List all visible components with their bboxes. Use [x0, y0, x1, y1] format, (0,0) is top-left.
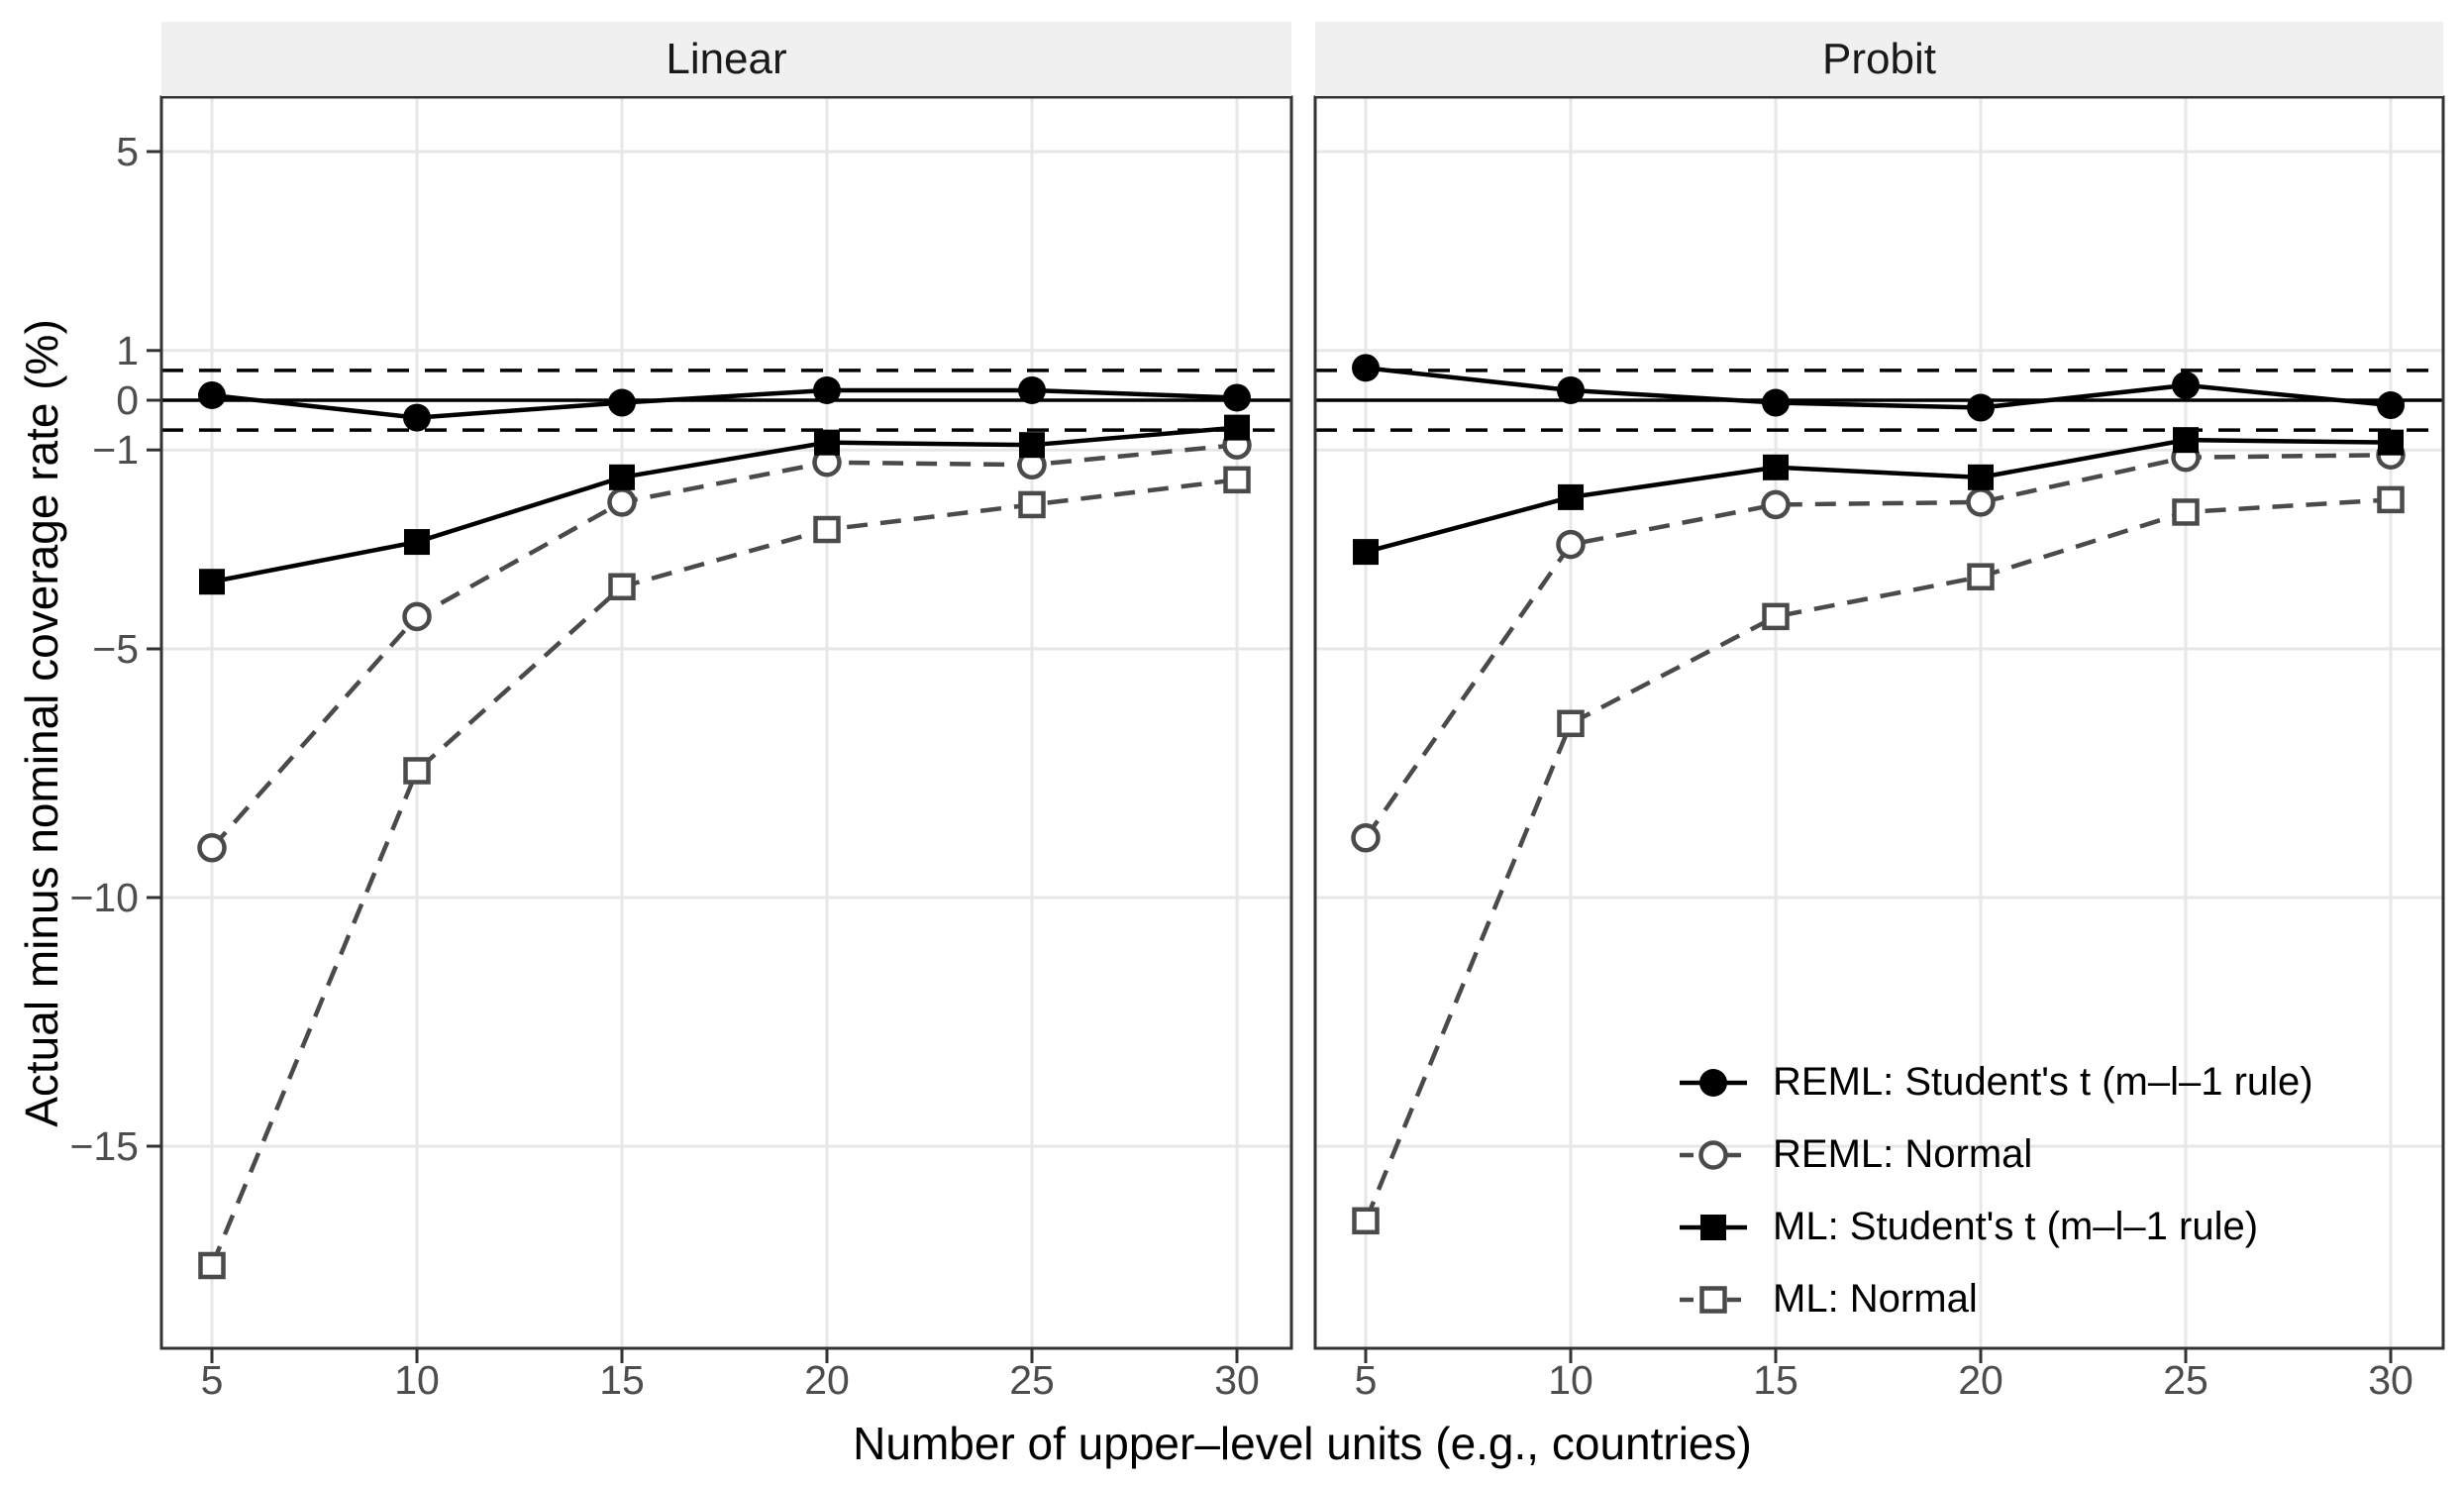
legend-marker-filled-circle — [1699, 1068, 1727, 1097]
marker-open-square — [403, 757, 431, 785]
marker-open-square — [1557, 709, 1585, 738]
legend-marker-open-square — [1699, 1285, 1727, 1314]
series-line-open-square — [1363, 497, 2392, 1222]
facet-label-probit: Probit — [1822, 34, 1936, 83]
x-tick-label: 25 — [1009, 1357, 1055, 1403]
x-tick-label: 20 — [804, 1357, 850, 1403]
marker-filled-square — [1968, 464, 1994, 490]
marker-filled-circle — [1223, 383, 1251, 412]
marker-filled-circle — [1018, 375, 1046, 404]
marker-filled-square — [609, 464, 635, 490]
marker-filled-square — [1558, 483, 1584, 510]
series-line-filled-square — [211, 425, 1238, 584]
x-tick-label: 10 — [394, 1357, 440, 1403]
marker-filled-circle — [2377, 391, 2405, 420]
legend-label: REML: Student's t (m–l–1 rule) — [1773, 1060, 2313, 1104]
y-tick-label: −15 — [69, 1123, 139, 1169]
series-line-open-circle — [1364, 452, 2392, 840]
legend-item: ML: Normal — [1676, 1263, 2313, 1335]
y-tick-label: 0 — [116, 377, 139, 423]
series-line-filled-square — [1365, 437, 2392, 555]
marker-open-circle — [1556, 529, 1586, 560]
marker-open-circle — [1351, 823, 1381, 853]
panel-border-probit — [1313, 95, 2445, 1350]
x-axis-title: Number of upper–level units (e.g., count… — [853, 1418, 1752, 1469]
y-axis-title: Actual minus nominal coverage rate (%) — [16, 319, 67, 1127]
facet-strip-linear: Linear — [161, 22, 1291, 96]
y-tick-label: 5 — [116, 129, 139, 174]
marker-filled-circle — [1557, 375, 1585, 404]
marker-open-circle — [1761, 489, 1791, 520]
marker-open-circle — [197, 833, 227, 863]
x-tick-label: 30 — [1214, 1357, 1260, 1403]
x-tick-label: 15 — [1753, 1357, 1798, 1403]
x-tick-label: 10 — [1548, 1357, 1593, 1403]
y-tick-label: −5 — [92, 626, 139, 672]
marker-filled-circle — [1967, 393, 1995, 422]
marker-open-square — [1018, 490, 1046, 519]
marker-filled-circle — [1762, 388, 1790, 417]
marker-open-square — [1223, 466, 1251, 494]
x-tick-label: 15 — [599, 1357, 645, 1403]
legend-marker-filled-square — [1700, 1214, 1726, 1240]
marker-filled-square — [1224, 414, 1250, 441]
series-line-filled-circle — [1365, 366, 2392, 410]
marker-open-circle — [607, 487, 637, 517]
legend-key-filled-circle — [1680, 1068, 1747, 1097]
legend-item: REML: Normal — [1676, 1118, 2313, 1191]
legend-item: ML: Student's t (m–l–1 rule) — [1676, 1191, 2313, 1263]
x-tick-label: 5 — [201, 1357, 224, 1403]
marker-open-square — [1762, 602, 1790, 631]
marker-open-square — [608, 573, 636, 600]
marker-open-circle — [402, 601, 432, 632]
legend-item: REML: Student's t (m–l–1 rule) — [1676, 1046, 2313, 1118]
legend-label: ML: Normal — [1773, 1277, 1978, 1321]
marker-filled-circle — [608, 388, 636, 417]
facet-label-linear: Linear — [666, 34, 787, 83]
marker-open-square — [813, 515, 841, 544]
marker-filled-circle — [403, 403, 431, 432]
facet-strip-probit: Probit — [1315, 22, 2443, 96]
x-tick-label: 20 — [1958, 1357, 2003, 1403]
marker-filled-square — [2173, 427, 2199, 454]
marker-filled-circle — [1352, 354, 1380, 382]
marker-filled-square — [814, 429, 840, 456]
x-tick-label: 30 — [2368, 1357, 2413, 1403]
marker-filled-square — [404, 529, 430, 556]
legend-label: ML: Student's t (m–l–1 rule) — [1773, 1205, 2259, 1248]
marker-filled-square — [2378, 429, 2404, 456]
y-tick-label: −1 — [92, 427, 139, 473]
y-tick-label: −10 — [69, 875, 139, 920]
legend-key-open-circle — [1680, 1139, 1747, 1170]
x-tick-label: 25 — [2163, 1357, 2208, 1403]
panel-bg-linear — [161, 97, 1291, 1348]
x-tick-label: 5 — [1355, 1357, 1378, 1403]
marker-open-square — [198, 1251, 226, 1280]
series-line-open-square — [209, 478, 1238, 1267]
y-tick-label: 1 — [116, 328, 139, 373]
legend-label: REML: Normal — [1773, 1132, 2033, 1176]
marker-open-square — [1967, 563, 1995, 590]
marker-filled-square — [199, 569, 225, 595]
series-line-open-circle — [210, 442, 1238, 850]
marker-open-circle — [1966, 487, 1996, 517]
legend-marker-open-circle — [1698, 1139, 1728, 1170]
legend: REML: Student's t (m–l–1 rule) REML: Norm… — [1676, 1046, 2313, 1335]
series-line-filled-circle — [211, 387, 1238, 420]
marker-filled-circle — [198, 380, 226, 409]
marker-filled-circle — [813, 375, 841, 404]
legend-key-filled-square — [1680, 1214, 1747, 1240]
marker-filled-square — [1353, 539, 1379, 566]
marker-filled-square — [1763, 454, 1789, 480]
panel-bg-probit — [1315, 97, 2443, 1348]
marker-open-square — [2172, 498, 2200, 526]
panel-border-linear — [159, 95, 1293, 1350]
marker-filled-square — [1019, 432, 1045, 459]
marker-open-square — [1352, 1207, 1380, 1235]
marker-filled-circle — [2172, 371, 2200, 399]
legend-key-open-square — [1680, 1285, 1747, 1314]
marker-open-square — [2377, 485, 2405, 514]
